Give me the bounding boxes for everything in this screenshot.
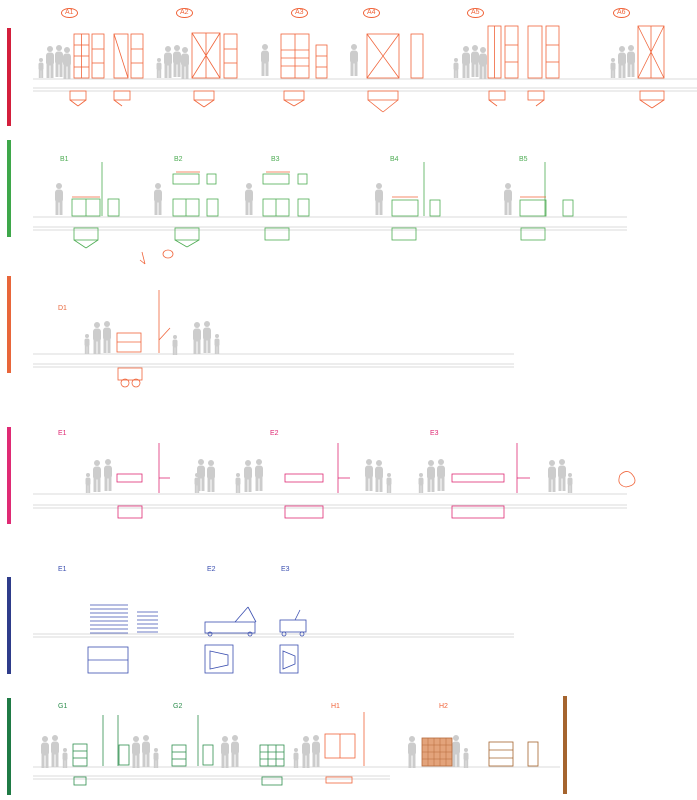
label-e1: E1 xyxy=(58,430,67,437)
label-b3: B3 xyxy=(271,156,280,163)
label-e2: E2 xyxy=(270,430,279,437)
label-g2: G2 xyxy=(173,703,183,710)
band-row-a xyxy=(7,28,11,126)
row-b-drawings xyxy=(33,162,627,265)
label-b2: B2 xyxy=(174,156,183,163)
label-f-e1: E1 xyxy=(58,566,67,573)
row-g-drawings xyxy=(33,712,560,786)
label-f-e2: E2 xyxy=(207,566,216,573)
band-row-h xyxy=(563,696,567,794)
label-h1: H1 xyxy=(331,703,340,710)
label-a2: A2 xyxy=(176,8,193,18)
band-row-b xyxy=(7,140,11,237)
label-b1: B1 xyxy=(60,156,69,163)
label-b4: B4 xyxy=(390,156,399,163)
label-a1: A1 xyxy=(61,8,78,18)
label-h2: H2 xyxy=(439,703,448,710)
band-row-e xyxy=(7,427,11,524)
label-a6: A6 xyxy=(613,8,630,18)
h2-wood-panel xyxy=(421,737,453,767)
band-row-f xyxy=(7,577,11,674)
label-g1: G1 xyxy=(58,703,68,710)
band-row-g xyxy=(7,698,11,795)
row-f-drawings xyxy=(33,604,514,674)
label-e3: E3 xyxy=(430,430,439,437)
label-a5: A5 xyxy=(467,8,484,18)
label-a4: A4 xyxy=(363,8,380,18)
label-d1: D1 xyxy=(58,305,67,312)
row-e-drawings xyxy=(33,443,636,519)
label-f-e3: E3 xyxy=(281,566,290,573)
band-row-d xyxy=(7,276,11,373)
row-d-drawings xyxy=(33,290,514,388)
label-a3: A3 xyxy=(291,8,308,18)
row-a-drawings xyxy=(33,25,697,113)
label-b5: B5 xyxy=(519,156,528,163)
